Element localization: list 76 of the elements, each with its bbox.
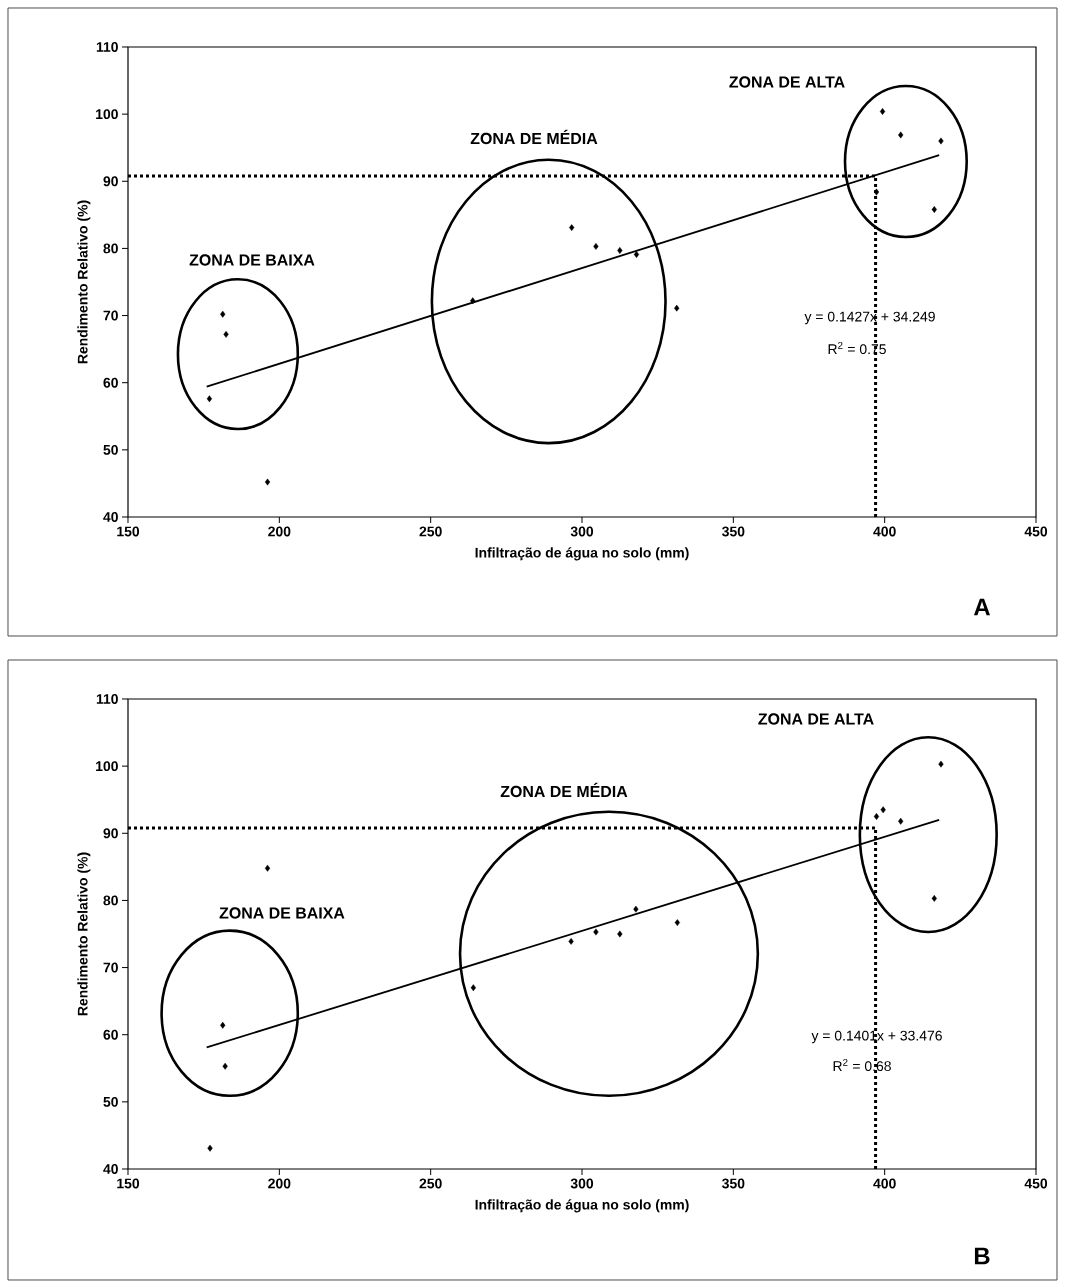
y-tick-label: 80 xyxy=(103,895,118,906)
y-tick-label: 100 xyxy=(96,109,118,120)
point xyxy=(880,806,886,814)
y-tick-label: 60 xyxy=(103,377,118,388)
point xyxy=(674,304,680,312)
y-tick-label: 100 xyxy=(96,761,118,772)
point xyxy=(470,984,476,992)
annotation: ZONA DE BAIXA xyxy=(189,254,315,266)
annotation: y = 0.1427x + 34.249 xyxy=(804,311,935,325)
text: A xyxy=(973,598,990,616)
point xyxy=(223,330,229,338)
y-tick-label: 50 xyxy=(103,444,118,455)
point xyxy=(879,108,886,115)
x-tick-label: 450 xyxy=(1024,526,1048,537)
point xyxy=(931,206,937,213)
annotation: ZONA DE MÉDIA xyxy=(470,129,598,145)
x-tick-label: 200 xyxy=(268,526,291,537)
x-tick-label: 150 xyxy=(117,526,140,537)
y-tick-label: 90 xyxy=(103,828,118,839)
x-tick-label: 400 xyxy=(873,1178,896,1189)
point xyxy=(633,905,639,913)
point xyxy=(617,930,623,938)
point xyxy=(220,1021,226,1029)
y-tick-label: 40 xyxy=(103,512,118,522)
point xyxy=(633,251,640,258)
point xyxy=(222,1062,228,1070)
y-axis-title: Rendimento Relativo (%) xyxy=(77,852,91,1016)
point xyxy=(470,297,476,305)
point xyxy=(898,817,904,825)
x-axis-title: Infiltração de água no solo (mm) xyxy=(475,1199,689,1213)
x-tick-label: 300 xyxy=(570,1178,594,1189)
x-tick-label: 200 xyxy=(268,1178,291,1189)
annotation: ZONA DE MÉDIA xyxy=(500,782,628,798)
x-tick-label: 300 xyxy=(570,526,594,537)
point xyxy=(617,247,623,254)
y-tick-label: 50 xyxy=(103,1096,118,1107)
point xyxy=(593,243,599,250)
y-tick-label: 110 xyxy=(96,42,118,52)
point xyxy=(898,131,904,139)
x-tick-label: 250 xyxy=(419,1178,442,1189)
annotation: ZONA DE BAIXA xyxy=(219,907,345,919)
point xyxy=(568,937,574,945)
point xyxy=(206,395,213,403)
y-tick-label: 70 xyxy=(103,310,118,321)
y-tick-label: 110 xyxy=(96,694,118,704)
x-tick-label: 350 xyxy=(722,526,745,537)
y-tick-label: 80 xyxy=(103,243,118,254)
point xyxy=(674,919,680,926)
annotation: ZONA DE ALTA xyxy=(729,76,845,88)
x-tick-label: 400 xyxy=(873,526,896,537)
y-tick-label: 60 xyxy=(103,1029,118,1040)
point xyxy=(264,864,271,872)
x-axis-title: Infiltração de água no solo (mm) xyxy=(475,547,689,561)
annotation: R$^{2}$ = 0.75 xyxy=(828,341,886,355)
point xyxy=(569,224,575,231)
x-tick-label: 250 xyxy=(419,526,442,537)
point xyxy=(207,1144,213,1152)
text: B xyxy=(974,1247,990,1265)
annotation: ZONA DE ALTA xyxy=(758,713,874,725)
point xyxy=(931,895,937,902)
point xyxy=(873,813,880,820)
y-tick-label: 40 xyxy=(103,1164,118,1174)
x-tick-label: 450 xyxy=(1024,1178,1048,1189)
point xyxy=(938,137,944,145)
point xyxy=(264,478,271,486)
point xyxy=(938,760,944,768)
point xyxy=(593,928,599,936)
point xyxy=(873,188,880,196)
y-tick-label: 70 xyxy=(103,962,118,973)
point xyxy=(220,310,226,318)
annotation: y = 0.1401x + 33.476 xyxy=(811,1030,942,1044)
y-axis-title: Rendimento Relativo (%) xyxy=(77,200,91,364)
y-tick-label: 90 xyxy=(103,176,118,187)
x-tick-label: 150 xyxy=(117,1178,140,1189)
x-tick-label: 350 xyxy=(722,1178,745,1189)
annotation: R$^{2}$ = 0.68 xyxy=(833,1058,891,1072)
